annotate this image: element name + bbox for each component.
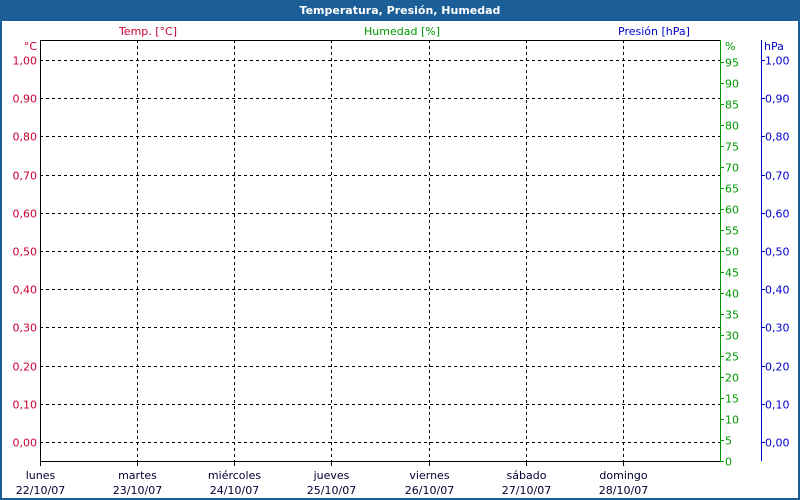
pressure-tick-label: 0,50 <box>765 246 790 259</box>
pressure-tick-label: 0,60 <box>765 208 790 221</box>
temp-unit: °C <box>24 40 38 53</box>
temp-tick-label: 0,70 <box>13 170 38 183</box>
temp-tick-label: 0,00 <box>13 437 38 450</box>
pressure-unit: hPa <box>764 40 784 53</box>
temp-tick-label: 0,60 <box>13 208 38 221</box>
x-tick-date: 27/10/07 <box>502 484 551 497</box>
humidity-unit: % <box>725 40 735 53</box>
x-tick-day: miércoles <box>208 469 261 482</box>
x-tick-day: viernes <box>409 469 449 482</box>
pressure-tick-label: 0,30 <box>765 322 790 335</box>
humidity-tick-label: 95 <box>725 57 739 70</box>
pressure-tick-label: 0,10 <box>765 399 790 412</box>
humidity-tick-label: 0 <box>725 456 732 469</box>
x-tick-date: 23/10/07 <box>113 484 162 497</box>
humidity-tick-label: 25 <box>725 351 739 364</box>
x-tick-day: domingo <box>599 469 647 482</box>
humidity-tick-label: 75 <box>725 141 739 154</box>
x-tick-day: lunes <box>26 469 56 482</box>
temp-tick-label: 0,50 <box>13 246 38 259</box>
pressure-tick-label: 0,20 <box>765 361 790 374</box>
pressure-tick-label: 0,70 <box>765 170 790 183</box>
x-tick-day: sábado <box>507 469 547 482</box>
humidity-tick-label: 55 <box>725 225 739 238</box>
temp-tick-label: 0,90 <box>13 93 38 106</box>
temp-tick-label: 0,80 <box>13 131 38 144</box>
humidity-tick-label: 70 <box>725 162 739 175</box>
temp-tick-label: 0,30 <box>13 322 38 335</box>
humidity-tick-label: 90 <box>725 78 739 91</box>
humidity-tick-label: 20 <box>725 372 739 385</box>
x-tick-day: martes <box>118 469 157 482</box>
x-tick-date: 25/10/07 <box>307 484 356 497</box>
humidity-tick-label: 85 <box>725 99 739 112</box>
temp-axis-label: Temp. [°C] <box>118 25 177 38</box>
temp-tick-label: 0,10 <box>13 399 38 412</box>
humidity-tick-label: 30 <box>725 330 739 343</box>
humidity-tick-label: 5 <box>725 435 732 448</box>
humidity-tick-label: 45 <box>725 267 739 280</box>
pressure-tick-label: 0,80 <box>765 131 790 144</box>
pressure-tick-label: 0,40 <box>765 284 790 297</box>
pressure-tick-label: 1,00 <box>765 55 790 68</box>
temp-tick-label: 0,40 <box>13 284 38 297</box>
temp-tick-label: 1,00 <box>13 55 38 68</box>
x-tick-date: 26/10/07 <box>405 484 454 497</box>
window-title: Temperatura, Presión, Humedad <box>0 0 800 21</box>
x-tick-date: 28/10/07 <box>599 484 648 497</box>
x-tick-date: 24/10/07 <box>210 484 259 497</box>
humidity-axis-label: Humedad [%] <box>364 25 440 38</box>
humidity-tick-label: 10 <box>725 414 739 427</box>
pressure-tick-label: 0,00 <box>765 437 790 450</box>
humidity-tick-label: 80 <box>725 120 739 133</box>
humidity-tick-label: 40 <box>725 288 739 301</box>
humidity-tick-label: 50 <box>725 246 739 259</box>
humidity-tick-label: 35 <box>725 309 739 322</box>
temp-tick-label: 0,20 <box>13 361 38 374</box>
humidity-tick-label: 65 <box>725 183 739 196</box>
x-tick-day: jueves <box>313 469 350 482</box>
x-tick-date: 22/10/07 <box>16 484 65 497</box>
humidity-tick-label: 15 <box>725 393 739 406</box>
humidity-tick-label: 60 <box>725 204 739 217</box>
pressure-axis-label: Presión [hPa] <box>618 25 690 38</box>
pressure-tick-label: 0,90 <box>765 93 790 106</box>
